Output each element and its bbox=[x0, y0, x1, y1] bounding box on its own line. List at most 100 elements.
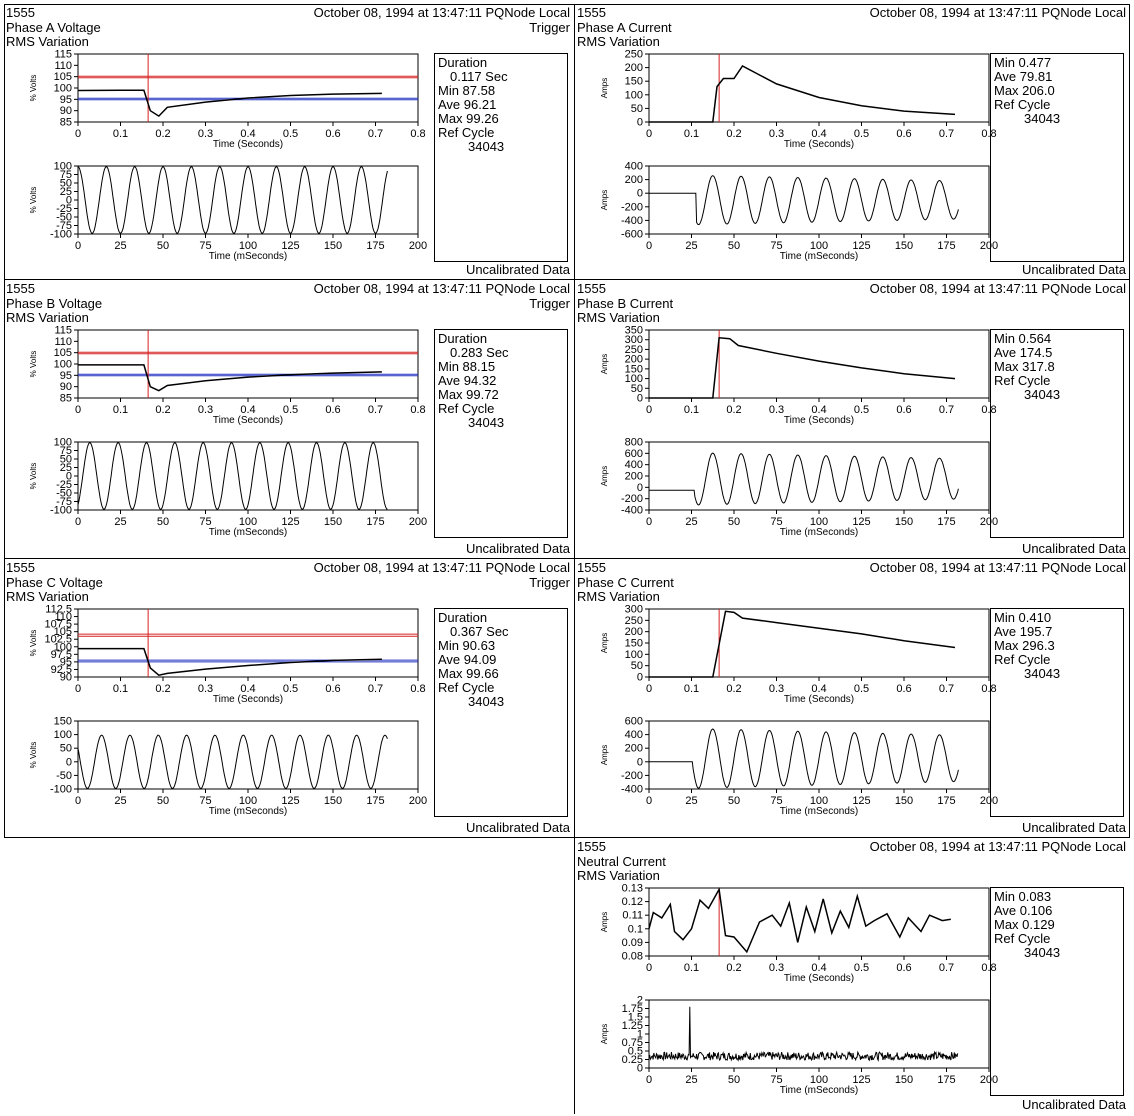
panel-phase-b-voltage: 1555 October 08, 1994 at 13:47:11 PQNode … bbox=[4, 280, 574, 558]
y-tick-label: 100 bbox=[54, 437, 72, 449]
series-line bbox=[649, 336, 956, 399]
y-axis-label: % Volts bbox=[29, 351, 38, 378]
x-tick-label: 200 bbox=[980, 516, 998, 528]
x-tick-label: 50 bbox=[728, 240, 740, 252]
x-tick-label: 0.7 bbox=[939, 404, 954, 416]
trigger-label: Trigger bbox=[529, 575, 570, 590]
x-tick-label: 0.7 bbox=[939, 683, 954, 695]
plot-frame bbox=[648, 53, 990, 123]
x-tick-label: 0.7 bbox=[368, 128, 383, 140]
x-tick-label: 0 bbox=[75, 404, 81, 416]
y-tick-label: -400 bbox=[621, 784, 643, 796]
x-tick-label: 0.3 bbox=[769, 128, 784, 140]
max-value: Max 0.129 bbox=[994, 917, 1055, 932]
x-tick-label: 25 bbox=[114, 795, 126, 807]
x-tick-label: 0.6 bbox=[896, 128, 911, 140]
x-tick-label: 0.1 bbox=[113, 683, 128, 695]
panel-title: Phase C Voltage bbox=[6, 575, 103, 590]
plot-frame bbox=[648, 608, 990, 678]
x-tick-label: 200 bbox=[409, 240, 427, 252]
x-tick-label: 0.2 bbox=[155, 404, 170, 416]
y-tick-label: 90 bbox=[60, 105, 72, 117]
x-tick-label: 200 bbox=[980, 240, 998, 252]
x-tick-label: 150 bbox=[895, 516, 913, 528]
y-tick-label: -25 bbox=[56, 479, 72, 491]
y-tick-label: 0 bbox=[66, 756, 72, 768]
y-tick-label: 110 bbox=[54, 336, 72, 348]
x-tick-label: 0.2 bbox=[155, 683, 170, 695]
plot-frame bbox=[77, 329, 419, 399]
panel-border bbox=[4, 558, 1130, 559]
x-axis-label: Time (mSeconds) bbox=[209, 806, 288, 817]
min-value: Min 90.63 bbox=[438, 638, 496, 653]
x-axis-label: Time (Seconds) bbox=[784, 973, 854, 984]
x-tick-label: 0.6 bbox=[325, 404, 340, 416]
x-tick-label: 125 bbox=[281, 516, 299, 528]
y-tick-label: 95 bbox=[60, 94, 72, 106]
y-tick-label: -200 bbox=[621, 770, 643, 782]
y-tick-label: 100 bbox=[54, 161, 72, 173]
y-tick-label: 0 bbox=[637, 188, 643, 200]
x-tick-label: 0.1 bbox=[684, 962, 699, 974]
x-tick-label: 0.8 bbox=[410, 404, 425, 416]
y-tick-label: 100 bbox=[625, 373, 643, 385]
y-tick-label: 2 bbox=[637, 995, 643, 1007]
x-tick-label: 0.4 bbox=[811, 962, 826, 974]
x-tick-label: 0.8 bbox=[410, 683, 425, 695]
y-tick-label: 50 bbox=[631, 103, 643, 115]
y-axis-label: Amps bbox=[600, 466, 609, 486]
trigger-label: Trigger bbox=[529, 296, 570, 311]
y-tick-label: 100 bbox=[625, 89, 643, 101]
plot-frame bbox=[77, 53, 419, 123]
y-tick-label: 95 bbox=[60, 370, 72, 382]
duration-value: 0.283 Sec bbox=[450, 345, 509, 360]
y-axis-label: Amps bbox=[600, 912, 609, 932]
node-id: 1555 bbox=[6, 281, 35, 296]
stats-box: Duration 0.117 Sec Min 87.58 Ave 96.21 Max 9… bbox=[434, 53, 568, 262]
x-tick-label: 0.3 bbox=[198, 683, 213, 695]
x-tick-label: 150 bbox=[895, 240, 913, 252]
max-value: Max 99.66 bbox=[438, 666, 499, 681]
y-tick-label: 115 bbox=[54, 49, 72, 61]
y-tick-label: 600 bbox=[625, 448, 643, 460]
x-tick-label: 0.2 bbox=[726, 128, 741, 140]
x-axis-label: Time (mSeconds) bbox=[209, 251, 288, 262]
max-value: Max 296.3 bbox=[994, 638, 1055, 653]
x-axis-label: Time (mSeconds) bbox=[780, 1085, 859, 1096]
x-tick-label: 0 bbox=[646, 1074, 652, 1086]
panel-title: Phase A Voltage bbox=[6, 20, 101, 35]
min-value: Min 88.15 bbox=[438, 359, 496, 374]
stats-box: Min 0.410 Ave 195.7 Max 296.3 Ref Cycle 3404… bbox=[990, 608, 1124, 817]
x-tick-label: 0.3 bbox=[769, 962, 784, 974]
y-tick-label: 100 bbox=[54, 83, 72, 95]
x-tick-label: 25 bbox=[114, 240, 126, 252]
series-line bbox=[78, 647, 382, 677]
x-tick-label: 75 bbox=[770, 1074, 782, 1086]
y-tick-label: 200 bbox=[625, 743, 643, 755]
x-tick-label: 0.5 bbox=[854, 404, 869, 416]
panel-neutral-current: 1555 October 08, 1994 at 13:47:11 PQNode … bbox=[575, 838, 1130, 1114]
y-tick-label: 100 bbox=[54, 641, 72, 653]
x-tick-label: 0 bbox=[75, 683, 81, 695]
y-tick-label: 100 bbox=[625, 649, 643, 661]
timestamp: October 08, 1994 at 13:47:11 PQNode Loca… bbox=[869, 281, 1126, 296]
ref-cycle-value: 34043 bbox=[468, 139, 505, 154]
event-type: RMS Variation bbox=[6, 589, 89, 604]
y-tick-label: -100 bbox=[50, 784, 72, 796]
ref-cycle-value: 34043 bbox=[1024, 666, 1061, 681]
series-line bbox=[649, 452, 959, 506]
x-axis-label: Time (Seconds) bbox=[213, 139, 283, 150]
panel-title: Phase B Current bbox=[577, 296, 674, 311]
y-tick-label: -400 bbox=[621, 505, 643, 517]
x-tick-label: 0 bbox=[75, 128, 81, 140]
x-tick-label: 0.1 bbox=[113, 404, 128, 416]
x-tick-label: 100 bbox=[239, 516, 257, 528]
y-tick-label: 0 bbox=[637, 1063, 643, 1075]
x-tick-label: 100 bbox=[239, 795, 257, 807]
